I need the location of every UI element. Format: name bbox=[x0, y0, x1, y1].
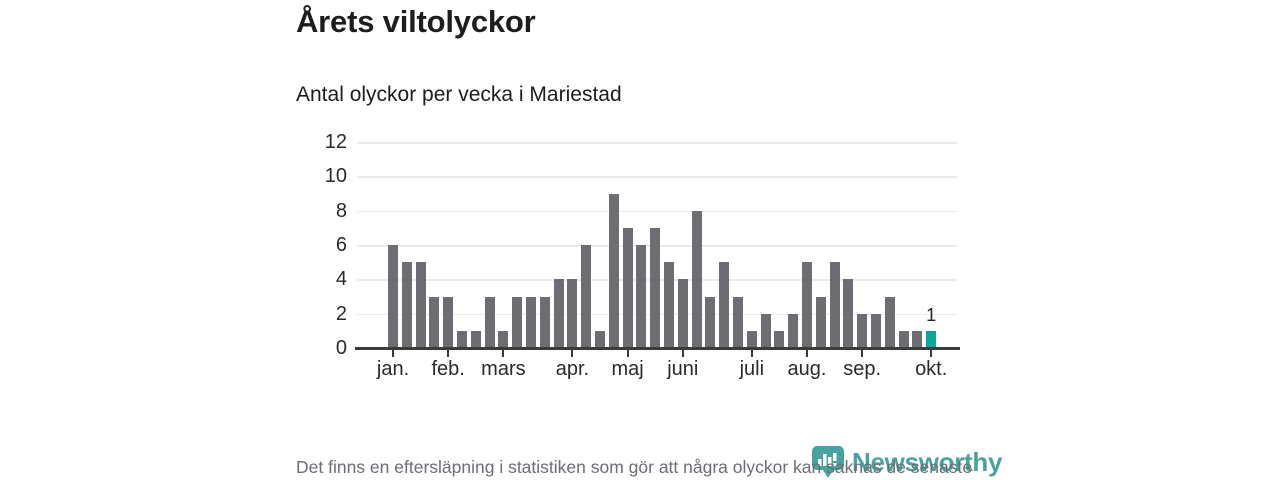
gridline bbox=[357, 210, 957, 213]
bar-week bbox=[484, 296, 495, 348]
y-axis-tick-label: 8 bbox=[335, 199, 347, 222]
x-axis-month-label: aug. bbox=[787, 358, 827, 380]
bar-week bbox=[636, 245, 647, 348]
x-axis-month-label: jan. bbox=[376, 358, 410, 380]
x-axis-month-label: okt. bbox=[915, 358, 948, 380]
footnote: Det finns en eftersläpning i statistiken… bbox=[296, 456, 973, 480]
bar-week bbox=[857, 313, 868, 348]
bar-week bbox=[443, 296, 454, 348]
bar-week bbox=[677, 279, 688, 348]
bar-week bbox=[664, 262, 674, 348]
y-axis-tick-label: 6 bbox=[335, 234, 347, 256]
x-axis-tick bbox=[806, 350, 808, 357]
bar-week bbox=[650, 227, 661, 348]
bar-week bbox=[843, 279, 854, 348]
x-axis-tick bbox=[571, 350, 574, 357]
bar-week bbox=[705, 296, 716, 348]
x-axis-tick bbox=[502, 350, 505, 357]
bar-week bbox=[802, 262, 812, 348]
x-axis-month-label: juli bbox=[739, 358, 765, 380]
x-axis-tick bbox=[681, 350, 684, 357]
bar-week bbox=[415, 262, 426, 348]
bar-week bbox=[553, 279, 564, 348]
x-axis-month-label: juni bbox=[667, 358, 699, 380]
bar-week bbox=[581, 245, 592, 348]
highlight-value-label: 1 bbox=[926, 304, 937, 325]
x-axis-tick bbox=[392, 350, 394, 357]
bar-week bbox=[526, 296, 536, 348]
bar-week bbox=[733, 296, 743, 348]
bar-week bbox=[829, 262, 840, 348]
bar-week bbox=[388, 245, 398, 348]
bar-week bbox=[760, 313, 771, 348]
x-axis-tick bbox=[750, 350, 753, 357]
y-axis-tick-label: 10 bbox=[324, 165, 347, 188]
bar-week bbox=[567, 279, 578, 348]
x-axis-tick bbox=[930, 350, 933, 357]
bar-week bbox=[912, 330, 923, 348]
bar-week bbox=[788, 313, 799, 348]
page-title: Årets viltolyckor bbox=[296, 4, 536, 39]
x-axis-line bbox=[355, 346, 960, 350]
x-axis-month-label: sep. bbox=[843, 358, 882, 380]
bar-week bbox=[719, 262, 730, 348]
bar-week bbox=[815, 296, 826, 348]
weekly-accidents-bar-chart: 0 2 4 6 8 10 12 jan. feb. mars apr. maj juni juli aug… bbox=[295, 131, 985, 392]
bar-week bbox=[470, 330, 481, 348]
x-axis-tick bbox=[861, 350, 864, 357]
bar-week-highlighted bbox=[926, 330, 937, 348]
x-axis-month-label: feb. bbox=[431, 358, 465, 380]
bar-week bbox=[746, 330, 757, 348]
bar-week bbox=[774, 330, 785, 348]
bar-week bbox=[512, 296, 523, 348]
bar-week bbox=[429, 296, 440, 348]
chart-subtitle: Antal olyckor per vecka i Mariestad bbox=[296, 83, 622, 106]
x-axis-month-label: apr. bbox=[555, 358, 590, 380]
bar-week bbox=[539, 296, 550, 348]
bar-week bbox=[498, 330, 509, 348]
plot-area: jan. feb. mars apr. maj juni juli aug. sep. okt. 1 bbox=[355, 142, 960, 380]
y-axis-tick-label: 4 bbox=[335, 268, 347, 291]
newsworthy-logo: Newsworthy bbox=[811, 444, 1002, 480]
bar-week bbox=[608, 193, 619, 348]
bar-week bbox=[871, 313, 881, 348]
x-axis-month-label: maj bbox=[611, 358, 644, 380]
x-axis-tick bbox=[447, 350, 450, 357]
bar-week bbox=[595, 330, 605, 348]
gridline bbox=[357, 176, 957, 178]
bar-week bbox=[691, 210, 702, 348]
bar-week bbox=[884, 296, 895, 348]
newsworthy-pin-barchart-icon bbox=[812, 446, 844, 478]
bar-week bbox=[622, 227, 633, 348]
y-axis-tick-label: 12 bbox=[324, 131, 347, 153]
x-axis-tick bbox=[626, 350, 629, 357]
bar-week bbox=[401, 262, 412, 348]
y-axis-tick-label: 2 bbox=[335, 302, 347, 325]
y-axis-tick-label: 0 bbox=[335, 337, 347, 359]
bar-week bbox=[898, 330, 909, 348]
gridline bbox=[357, 142, 957, 144]
x-axis-month-label: mars bbox=[481, 358, 526, 380]
newsworthy-wordmark: Newsworthy bbox=[852, 446, 1003, 477]
bar-week bbox=[457, 330, 467, 348]
